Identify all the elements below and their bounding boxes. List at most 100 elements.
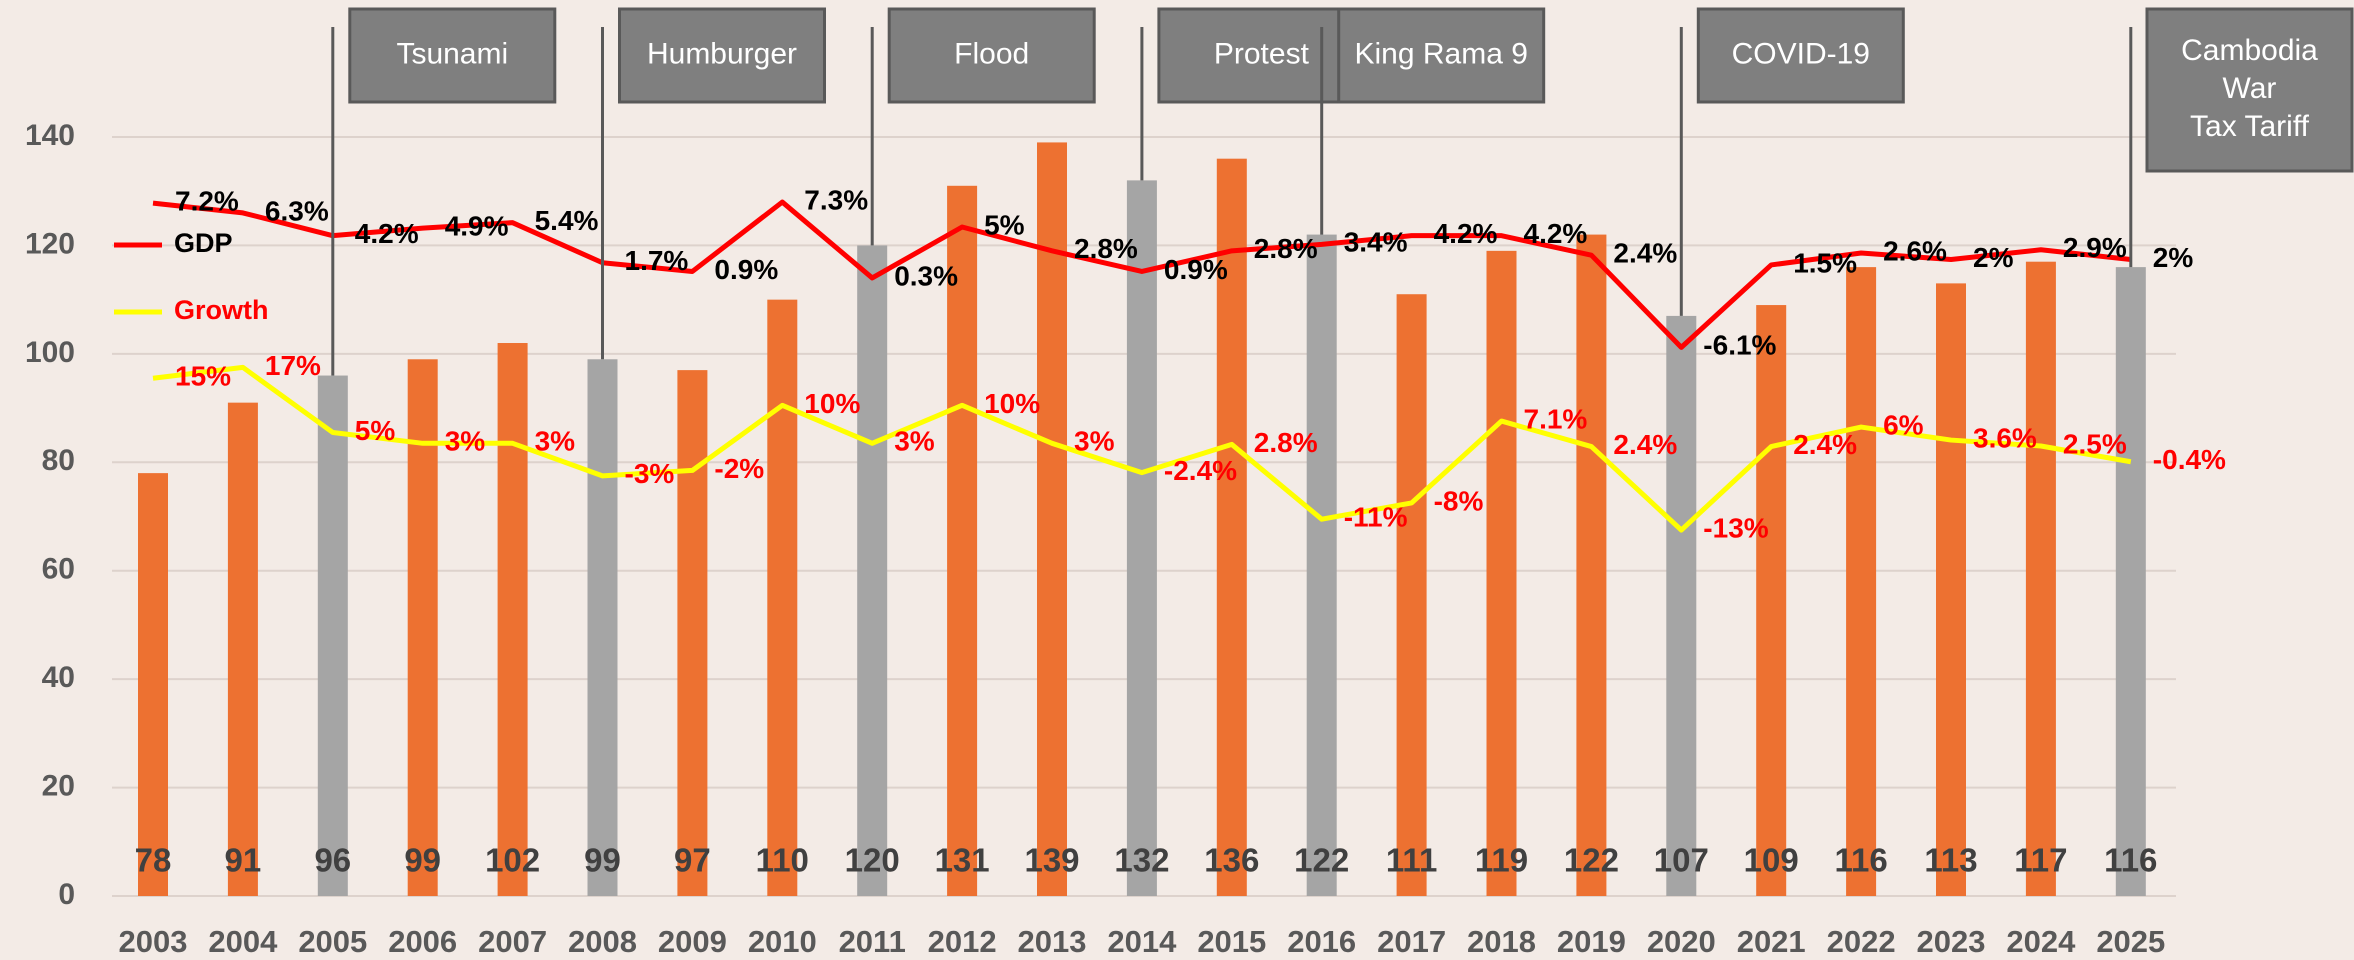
data-label: 3% — [445, 426, 486, 457]
data-label: 2.8% — [1254, 427, 1318, 458]
data-label: 2.4% — [1793, 429, 1857, 460]
x-tick-label: 2010 — [748, 924, 817, 959]
bar — [947, 185, 978, 897]
bar-label: 122 — [1564, 842, 1619, 879]
data-label: 2% — [1973, 242, 2014, 273]
annotation-text: Cambodia — [2181, 34, 2318, 67]
data-label: 15% — [175, 361, 231, 392]
annotation-text: Flood — [954, 37, 1029, 70]
bar-label: 119 — [1475, 842, 1528, 879]
x-tick-label: 2008 — [568, 924, 637, 959]
annotation-box — [1157, 7, 1366, 104]
annotation-text: Tsunami — [396, 37, 508, 70]
bar-label: 78 — [135, 842, 172, 879]
data-label: -0.4% — [2153, 444, 2226, 475]
bar — [497, 343, 528, 896]
x-tick-label: 2007 — [478, 924, 547, 959]
data-label: 10% — [804, 388, 860, 419]
annotation-box — [1337, 7, 1546, 104]
annotation-box — [618, 7, 826, 104]
bar — [1126, 180, 1157, 896]
bar-label: 113 — [1924, 842, 1977, 879]
annotation-text: War — [2223, 72, 2277, 105]
x-tick-label: 2011 — [839, 924, 906, 959]
bar — [407, 359, 438, 896]
legend-label: Growth — [174, 295, 269, 325]
data-label: 3% — [535, 426, 576, 457]
data-label: 4.9% — [445, 210, 509, 241]
data-label: 2.8% — [1254, 233, 1318, 264]
y-tick-label: 80 — [42, 444, 75, 477]
bar-label: 102 — [485, 842, 540, 879]
data-label: 6.3% — [265, 195, 329, 226]
data-label: 2.4% — [1613, 429, 1677, 460]
x-tick-label: 2012 — [928, 924, 997, 959]
bar-label: 110 — [756, 842, 809, 879]
y-tick-label: 20 — [42, 769, 75, 802]
bar — [1846, 267, 1877, 897]
data-label: 1.7% — [625, 245, 689, 276]
line — [152, 199, 2132, 350]
bar-label: 131 — [935, 842, 990, 879]
bar-label: 139 — [1024, 842, 1079, 879]
x-tick-label: 2009 — [658, 924, 727, 959]
bar-label: 116 — [1834, 842, 1887, 879]
bar-label: 111 — [1386, 842, 1437, 879]
bar — [1216, 158, 1247, 896]
data-label: 3% — [894, 426, 935, 457]
annotation-text: Protest — [1214, 37, 1310, 70]
data-label: 7.2% — [175, 186, 239, 217]
data-label: -6.1% — [1703, 330, 1776, 361]
data-label: -13% — [1703, 512, 1768, 543]
bar-label: 99 — [584, 842, 621, 879]
data-label: 0.9% — [714, 254, 778, 285]
data-label: 3.4% — [1344, 227, 1408, 258]
data-label: 2.9% — [2063, 232, 2127, 263]
bar — [1037, 142, 1067, 896]
data-label: 4.2% — [355, 218, 419, 249]
data-label: 2% — [2153, 242, 2194, 273]
x-tick-label: 2018 — [1467, 924, 1536, 959]
x-tick-label: 2015 — [1197, 924, 1266, 959]
data-label: 3% — [1074, 426, 1115, 457]
data-label: 0.3% — [894, 260, 958, 291]
data-label: 5% — [984, 209, 1025, 240]
bar — [227, 402, 258, 896]
data-label: 2.8% — [1074, 233, 1138, 264]
bar — [587, 359, 618, 896]
annotation-text: COVID-19 — [1732, 37, 1870, 70]
bar-label: 97 — [674, 842, 711, 879]
bar-label: 116 — [2104, 842, 2157, 879]
bar-label: 109 — [1744, 842, 1799, 879]
data-label: 0.9% — [1164, 254, 1228, 285]
data-label: -2.4% — [1164, 455, 1237, 486]
bar — [1396, 294, 1427, 896]
annotation-text: Humburger — [647, 37, 797, 70]
data-label: 17% — [265, 350, 321, 381]
bar — [1306, 234, 1337, 897]
data-label: -8% — [1434, 485, 1484, 516]
bar-label: 91 — [225, 842, 262, 879]
x-tick-label: 2006 — [388, 924, 457, 959]
bar-label: 107 — [1654, 842, 1709, 879]
data-label: 2.6% — [1883, 235, 1947, 266]
annotation-box — [348, 7, 557, 104]
bar-label: 122 — [1294, 842, 1349, 879]
data-label: 5.4% — [535, 205, 599, 236]
bar — [138, 473, 168, 896]
bar-label: 99 — [404, 842, 441, 879]
bar-label: 132 — [1114, 842, 1169, 879]
bar-label: 136 — [1204, 842, 1259, 879]
y-tick-label: 0 — [58, 878, 75, 911]
data-label: 4.2% — [1434, 218, 1498, 249]
bar-label: 117 — [2014, 842, 2067, 879]
bar — [2025, 261, 2056, 896]
data-label: 7.3% — [804, 184, 868, 215]
bar — [2115, 267, 2146, 897]
data-label: 10% — [984, 388, 1040, 419]
x-tick-label: 2022 — [1827, 924, 1896, 959]
bar-label: 120 — [845, 842, 900, 879]
line — [152, 364, 2132, 533]
data-label: -3% — [625, 458, 675, 489]
